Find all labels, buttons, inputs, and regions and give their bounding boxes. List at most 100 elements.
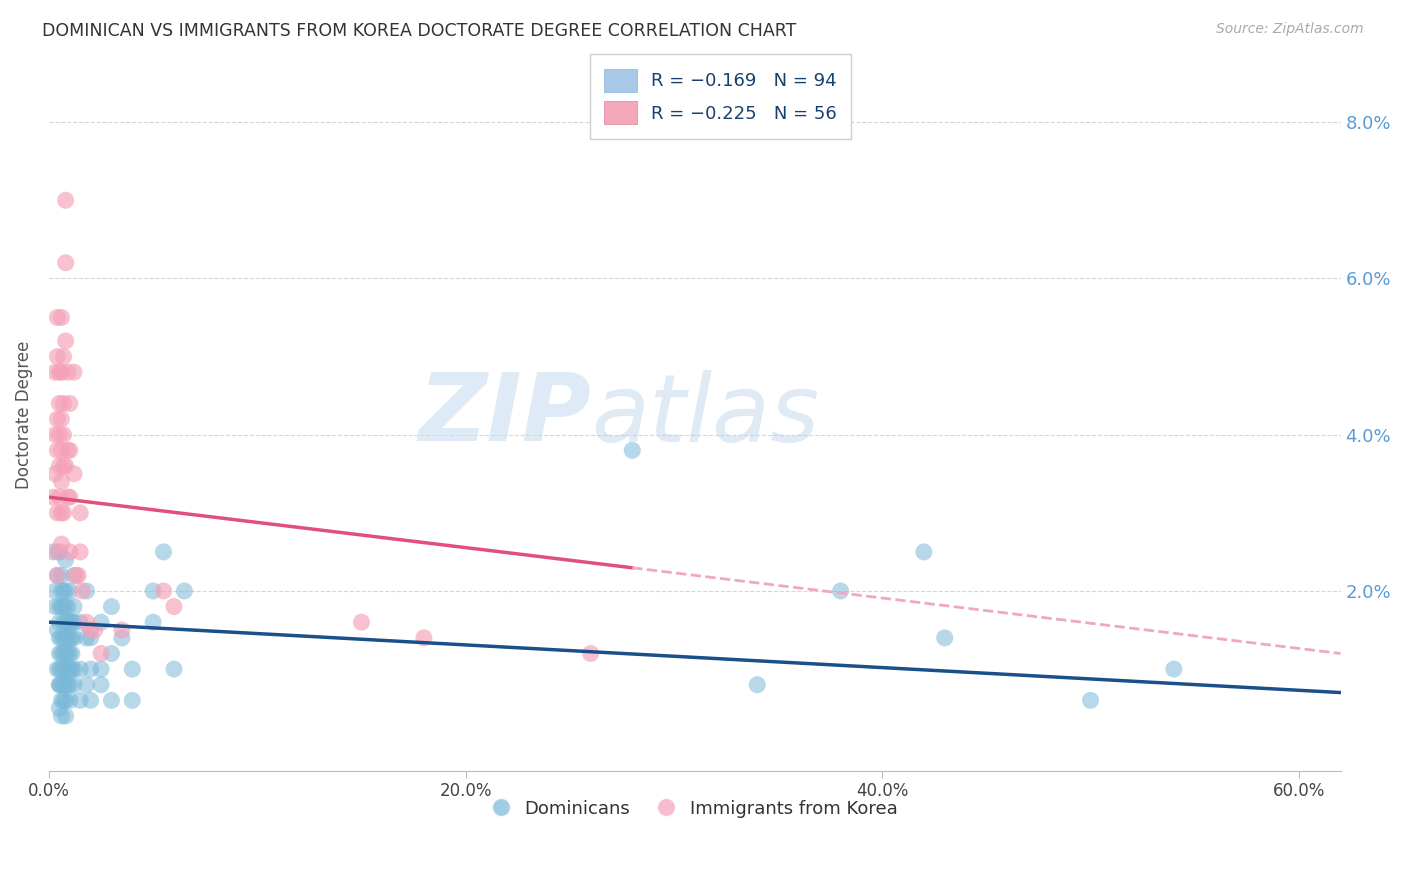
Point xyxy=(59,584,82,599)
Point xyxy=(48,678,70,692)
Point xyxy=(60,647,83,661)
Point xyxy=(79,662,101,676)
Point xyxy=(142,584,165,599)
Point xyxy=(51,475,73,489)
Point xyxy=(173,584,195,599)
Point xyxy=(52,427,75,442)
Point xyxy=(48,678,70,692)
Point xyxy=(59,545,82,559)
Legend: Dominicans, Immigrants from Korea: Dominicans, Immigrants from Korea xyxy=(485,792,904,826)
Point xyxy=(44,584,66,599)
Point xyxy=(46,623,69,637)
Point xyxy=(56,615,79,630)
Point xyxy=(52,584,75,599)
Point xyxy=(52,615,75,630)
Point xyxy=(621,443,644,458)
Point xyxy=(46,350,69,364)
Point xyxy=(51,584,73,599)
Point xyxy=(42,545,65,559)
Point xyxy=(63,662,86,676)
Point xyxy=(48,631,70,645)
Point xyxy=(121,662,143,676)
Point xyxy=(42,490,65,504)
Point xyxy=(48,647,70,661)
Point xyxy=(79,631,101,645)
Point xyxy=(48,701,70,715)
Point xyxy=(52,458,75,473)
Point xyxy=(56,631,79,645)
Point xyxy=(55,662,77,676)
Point xyxy=(152,545,174,559)
Point xyxy=(44,365,66,379)
Point xyxy=(63,615,86,630)
Point xyxy=(59,662,82,676)
Point xyxy=(48,396,70,410)
Point xyxy=(55,584,77,599)
Point xyxy=(46,568,69,582)
Point xyxy=(163,662,186,676)
Point xyxy=(100,647,122,661)
Point xyxy=(48,662,70,676)
Point xyxy=(75,584,97,599)
Point xyxy=(59,693,82,707)
Point xyxy=(51,662,73,676)
Point xyxy=(56,365,79,379)
Y-axis label: Doctorate Degree: Doctorate Degree xyxy=(15,341,32,490)
Point xyxy=(413,631,436,645)
Point xyxy=(51,310,73,325)
Point xyxy=(63,631,86,645)
Point xyxy=(51,568,73,582)
Point xyxy=(75,615,97,630)
Point xyxy=(75,678,97,692)
Text: Source: ZipAtlas.com: Source: ZipAtlas.com xyxy=(1216,22,1364,37)
Point xyxy=(59,631,82,645)
Point xyxy=(44,467,66,481)
Point xyxy=(83,623,105,637)
Point xyxy=(52,631,75,645)
Point xyxy=(934,631,956,645)
Point xyxy=(350,615,373,630)
Point xyxy=(46,568,69,582)
Point xyxy=(1080,693,1102,707)
Point xyxy=(48,427,70,442)
Point xyxy=(90,647,112,661)
Point xyxy=(48,490,70,504)
Point xyxy=(56,490,79,504)
Point xyxy=(46,662,69,676)
Point xyxy=(52,396,75,410)
Point xyxy=(69,506,91,520)
Point xyxy=(52,662,75,676)
Point xyxy=(111,623,134,637)
Point xyxy=(56,599,79,614)
Point xyxy=(46,506,69,520)
Point xyxy=(52,647,75,661)
Point xyxy=(51,693,73,707)
Point xyxy=(100,693,122,707)
Point xyxy=(56,678,79,692)
Point xyxy=(63,678,86,692)
Point xyxy=(59,647,82,661)
Point xyxy=(579,647,602,661)
Point xyxy=(55,615,77,630)
Point xyxy=(56,647,79,661)
Point xyxy=(51,365,73,379)
Point xyxy=(51,412,73,426)
Point xyxy=(48,365,70,379)
Point xyxy=(55,647,77,661)
Point xyxy=(67,568,90,582)
Point xyxy=(55,599,77,614)
Point xyxy=(59,443,82,458)
Point xyxy=(51,709,73,723)
Point xyxy=(90,662,112,676)
Point xyxy=(46,310,69,325)
Point xyxy=(121,693,143,707)
Point xyxy=(90,678,112,692)
Point xyxy=(55,631,77,645)
Point xyxy=(52,506,75,520)
Point xyxy=(51,647,73,661)
Point xyxy=(69,545,91,559)
Point xyxy=(51,678,73,692)
Point xyxy=(63,365,86,379)
Point xyxy=(55,194,77,208)
Point xyxy=(59,490,82,504)
